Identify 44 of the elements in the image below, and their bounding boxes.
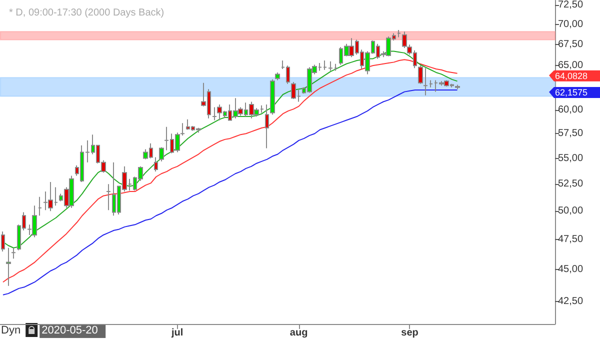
annotation: 62,1575 xyxy=(555,88,588,98)
line-series xyxy=(2,59,458,283)
x-tick-label: jul xyxy=(170,328,184,338)
candlestick xyxy=(212,106,217,121)
candlestick xyxy=(6,247,11,286)
y-tick-label: 45,00 xyxy=(558,264,584,276)
y-tick-label: 47,50 xyxy=(558,234,584,246)
candlestick xyxy=(418,65,423,84)
x-tick-label: sep xyxy=(401,328,418,338)
candlestick xyxy=(429,80,433,88)
y-tick-label: 50,00 xyxy=(558,206,584,217)
y-tick-label: 67,50 xyxy=(558,39,584,50)
candlestick xyxy=(11,247,16,260)
y-tick-label: 60,00 xyxy=(558,104,584,116)
candlestick xyxy=(265,104,269,149)
text: 2020-05-20 xyxy=(42,324,98,336)
candlestick xyxy=(275,72,280,81)
y-tick-label: 52,50 xyxy=(558,178,584,190)
y-tick-label: 65,00 xyxy=(558,60,584,72)
candlestick xyxy=(180,122,185,136)
candlestick xyxy=(397,30,401,38)
annotation: 64,0828 xyxy=(555,70,588,81)
y-tick-label: 57,50 xyxy=(558,128,584,140)
candlestick xyxy=(328,60,333,72)
line-series xyxy=(2,50,458,248)
y-tick-label: 55,00 xyxy=(558,152,584,164)
candlestick xyxy=(334,63,338,72)
candlestick xyxy=(455,84,460,90)
candlestick xyxy=(154,156,158,172)
candlestick xyxy=(159,146,164,162)
text: * D, 09:00-17:30 (2000 Days Back) xyxy=(9,8,164,18)
x-tick-label: aug xyxy=(290,328,308,338)
y-tick-label: 70,00 xyxy=(558,18,584,30)
y-tick-label: 42,50 xyxy=(558,296,584,307)
candlestick xyxy=(1,231,5,252)
candlestick xyxy=(323,60,327,70)
candlestick xyxy=(38,196,42,216)
y-tick-label: 72,50 xyxy=(558,0,584,10)
candlestick xyxy=(423,68,428,96)
candlestick xyxy=(260,104,264,114)
text: Dyn xyxy=(1,324,21,336)
candlestick xyxy=(270,78,275,116)
candlestick xyxy=(106,184,111,211)
line-series xyxy=(2,90,458,296)
